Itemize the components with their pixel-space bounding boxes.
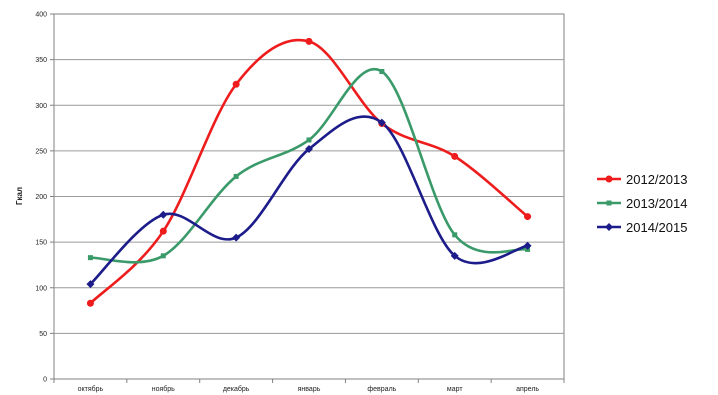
- legend-swatch-marker: [605, 175, 613, 183]
- legend-swatch-1: [597, 200, 621, 206]
- x-axis-ticks: октябрь ноябрь декабрь январь февраль март апр…: [53, 379, 565, 393]
- x-tick-label: январь: [298, 386, 321, 393]
- data-point: [160, 253, 166, 259]
- y-tick-label: 0: [43, 377, 47, 384]
- y-tick-label: 150: [35, 240, 47, 247]
- data-point: [377, 118, 386, 127]
- data-point: [452, 232, 458, 238]
- y-axis-label: Гкал: [15, 187, 24, 205]
- data-point: [232, 80, 240, 88]
- y-tick-label: 50: [39, 331, 47, 338]
- y-tick-label: 250: [35, 148, 47, 155]
- x-tick-label: декабрь: [223, 385, 250, 393]
- x-tick-label: октябрь: [78, 385, 104, 393]
- data-point: [450, 251, 459, 260]
- data-point: [87, 255, 93, 261]
- legend-swatch-0: [597, 175, 621, 183]
- data-point: [86, 280, 95, 289]
- legend-item-2: 2014/2015: [596, 215, 714, 239]
- legend-item-1: 2013/2014: [596, 191, 714, 215]
- legend: 2012/2013 2013/2014 2014/2015: [596, 167, 714, 239]
- x-tick-label: апрель: [516, 386, 539, 393]
- legend-item-0: 2012/2013: [596, 167, 714, 191]
- legend-label-2: 2014/2015: [626, 219, 688, 235]
- data-point: [305, 37, 313, 45]
- x-tick-label: ноябрь: [152, 385, 175, 393]
- y-tick-label: 100: [35, 285, 47, 292]
- y-tick-label: 350: [35, 57, 47, 64]
- data-point: [233, 173, 239, 179]
- data-point: [305, 145, 313, 154]
- data-point: [523, 241, 532, 250]
- legend-swatch-marker: [605, 223, 613, 231]
- legend-label-1: 2013/2014: [626, 195, 688, 211]
- x-tick-label: февраль: [367, 386, 396, 393]
- data-point: [306, 137, 312, 143]
- y-tick-label: 400: [35, 12, 47, 19]
- data-point: [524, 213, 532, 221]
- data-point: [86, 299, 94, 307]
- legend-swatch-marker: [606, 200, 612, 206]
- legend-label-0: 2012/2013: [626, 171, 688, 187]
- y-axis-ticks: 0 50 100 150 200 250 300 350 400: [35, 12, 54, 384]
- y-tick-label: 200: [35, 194, 47, 201]
- data-point: [379, 68, 385, 74]
- data-point: [451, 152, 459, 160]
- data-point: [159, 210, 168, 219]
- data-point: [159, 227, 167, 235]
- legend-swatch-2: [597, 223, 621, 231]
- y-tick-label: 300: [35, 103, 47, 110]
- data-point: [232, 233, 241, 242]
- series-points: [86, 37, 532, 307]
- x-tick-label: март: [447, 386, 463, 393]
